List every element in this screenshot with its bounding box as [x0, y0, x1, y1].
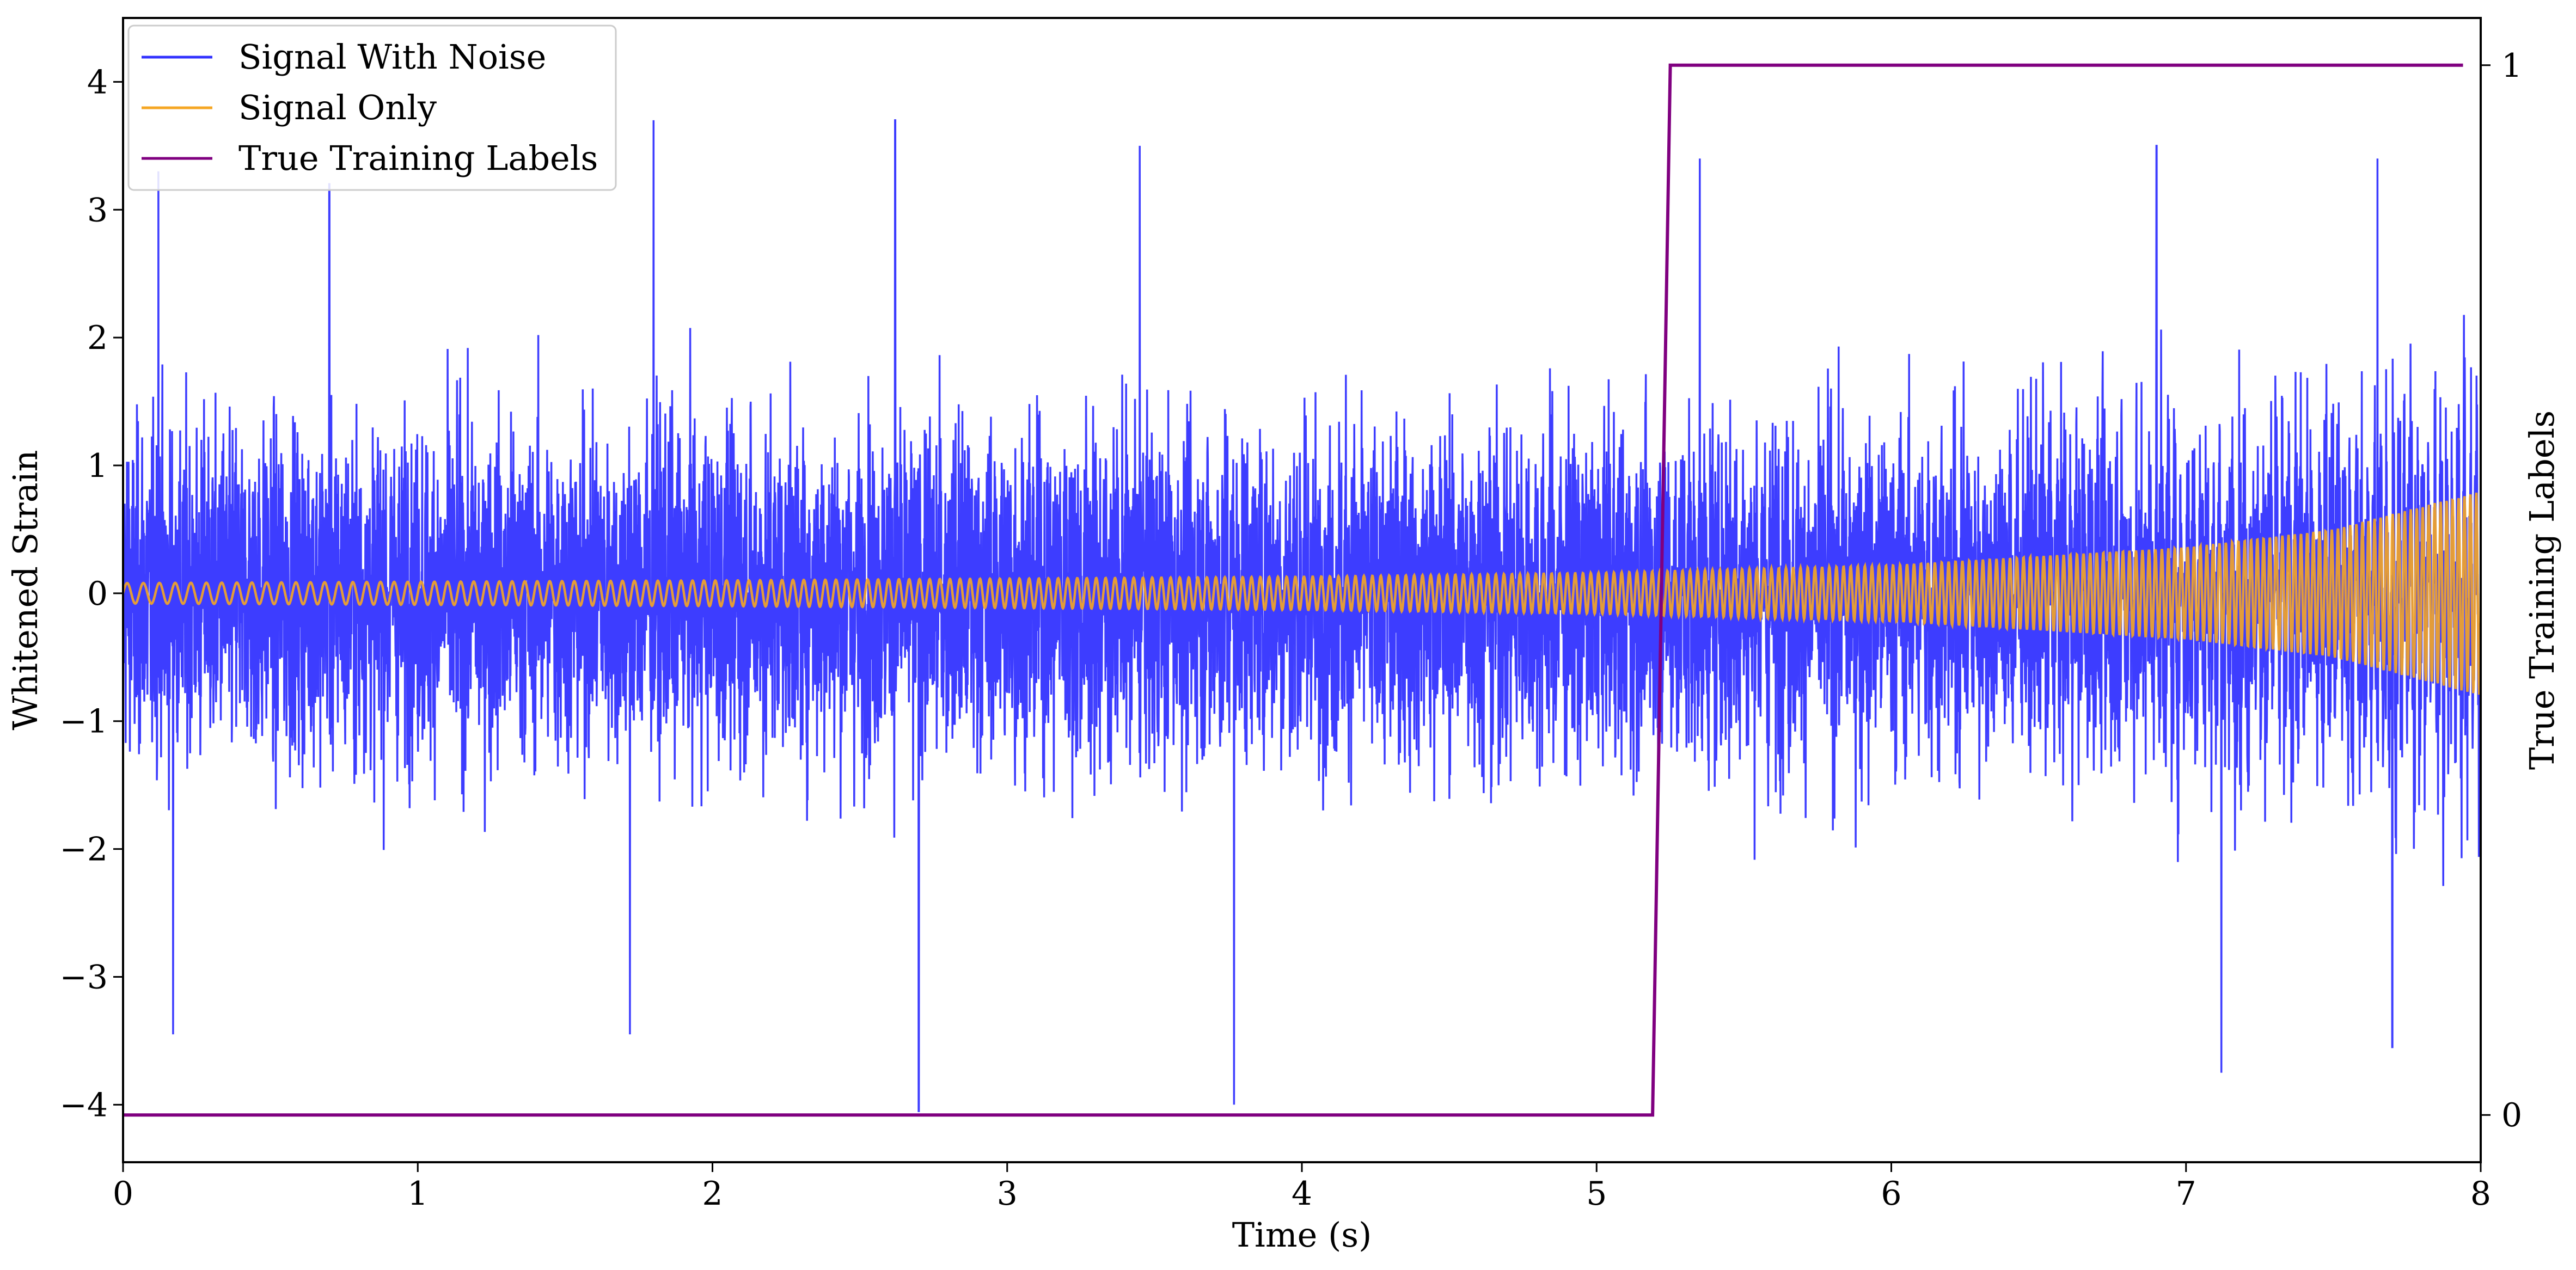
y-tick-label: −3 [60, 958, 108, 996]
y2-axis-label: True Training Labels [2522, 410, 2562, 770]
x-tick-label: 8 [2470, 1175, 2491, 1213]
legend-label: True Training Labels [238, 138, 598, 178]
x-tick-label: 6 [1881, 1175, 1901, 1213]
legend-label: Signal Only [238, 88, 437, 127]
y2-tick-label: 0 [2501, 1096, 2522, 1134]
legend-label: Signal With Noise [238, 37, 546, 77]
legend: Signal With Noise Signal Only True Trainin… [127, 24, 617, 191]
y-tick-label: 2 [87, 319, 108, 357]
x-tick-label: 5 [1586, 1175, 1607, 1213]
y-tick-label: 0 [87, 575, 108, 613]
plot-area [123, 63, 2481, 1117]
y-tick-label: −2 [60, 831, 108, 869]
x-tick-label: 2 [702, 1175, 723, 1213]
legend-box [127, 24, 617, 191]
y-tick-label: −4 [60, 1086, 108, 1124]
y-tick-label: 3 [87, 191, 108, 229]
x-tick-label: 0 [113, 1175, 133, 1213]
x-axis-label: Time (s) [1232, 1215, 1372, 1255]
y-tick-label: 1 [87, 447, 108, 485]
y-axis-label: Whitened Strain [5, 450, 45, 731]
axis-ticks: 0 1 2 3 4 5 6 7 8 −4 −3 −2 −1 0 1 2 3 4 0 1 [60, 47, 2523, 1213]
y-tick-label: 4 [87, 63, 108, 101]
x-tick-label: 7 [2176, 1175, 2196, 1213]
series-true-training-labels [123, 63, 2463, 1117]
x-tick-label: 3 [997, 1175, 1018, 1213]
x-tick-label: 4 [1292, 1175, 1312, 1213]
series-signal-only [123, 492, 2481, 695]
y2-tick-label: 1 [2501, 47, 2522, 85]
y-tick-label: −1 [60, 703, 108, 741]
x-tick-label: 1 [407, 1175, 428, 1213]
